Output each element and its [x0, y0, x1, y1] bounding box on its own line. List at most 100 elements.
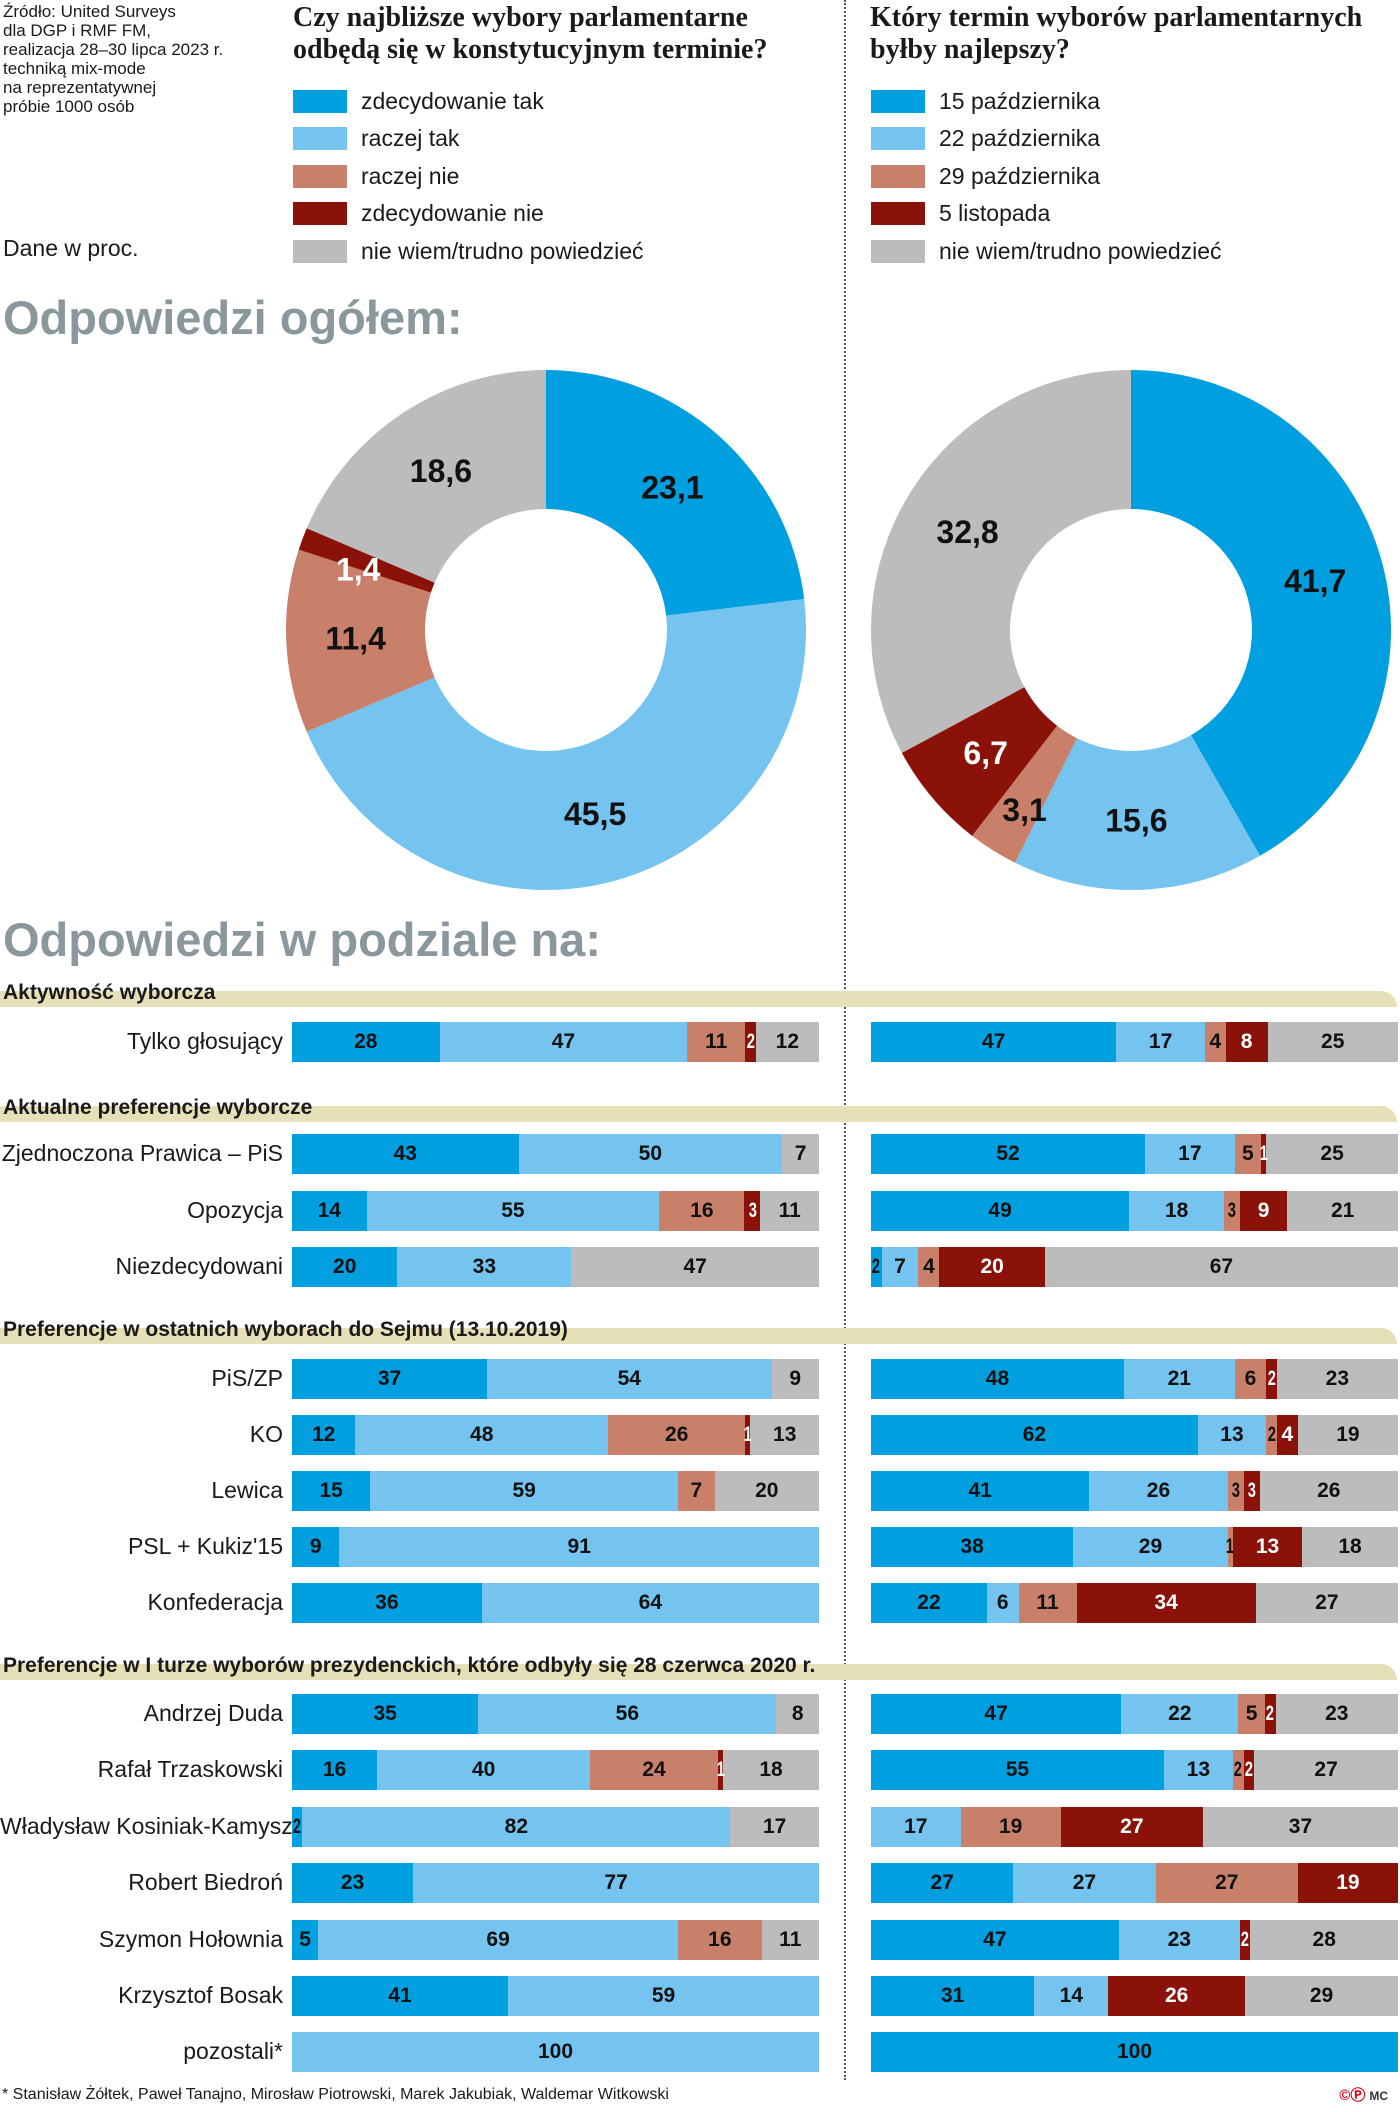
- section-band: [0, 1106, 1397, 1122]
- bar-segment: 43: [292, 1134, 519, 1174]
- bar-segment-label: 31: [941, 1984, 965, 2007]
- bar-segment: 33: [397, 1247, 572, 1287]
- bar-segment-label: 18: [759, 1758, 783, 1781]
- bar-segment: 48: [355, 1415, 609, 1455]
- bar-segment: 6: [1234, 1359, 1267, 1399]
- bar-segment-label: 59: [651, 1984, 676, 2007]
- bar-segment-label: 25: [1321, 1030, 1345, 1053]
- bar-segment-label: 38: [960, 1535, 984, 1558]
- bar-segment: 4: [918, 1247, 940, 1287]
- legend-item: 29 października: [871, 161, 1100, 191]
- row-label: Lewica: [211, 1477, 283, 1503]
- bar-segment-label: 16: [322, 1758, 347, 1781]
- bar-segment-label: 13: [1186, 1758, 1211, 1781]
- bar-segment-label: 55: [501, 1199, 525, 1222]
- bar-segment-label: 27: [1314, 1758, 1338, 1781]
- bar-segment-label: 54: [617, 1367, 641, 1390]
- bar-segment: 77: [413, 1863, 819, 1903]
- bar-segment: 67: [1044, 1247, 1398, 1287]
- bar-segment-label: 29: [1309, 1984, 1334, 2007]
- bar-segment-label: 17: [762, 1815, 787, 1838]
- bar-segment: 3: [744, 1191, 761, 1231]
- legend-swatch: [871, 89, 925, 113]
- legend-swatch: [871, 202, 925, 226]
- bar-segment-label: 13: [773, 1423, 797, 1446]
- bar-segment: 14: [1034, 1976, 1109, 2016]
- bar-segment: 3: [1224, 1191, 1240, 1231]
- donut-slice-label: 45,5: [564, 796, 626, 832]
- stacked-bar-left: 14 55 16 3 11: [292, 1191, 819, 1231]
- row-label: Zjednoczona Prawica – PiS: [1, 1140, 283, 1166]
- row-label: Szymon Hołownia: [98, 1926, 283, 1952]
- donut-slice-label: 18,6: [410, 453, 472, 489]
- bar-segment-label: 9: [789, 1367, 802, 1390]
- bar-segment: 3: [1243, 1471, 1260, 1511]
- bar-segment-label: 4: [923, 1255, 935, 1278]
- bar-segment: 41: [871, 1471, 1090, 1511]
- stacked-bar-left: 41 59: [292, 1976, 819, 2016]
- legend-label: raczej nie: [361, 162, 460, 189]
- stacked-bar-left: 20 33 47: [292, 1247, 819, 1287]
- donut-slice: [298, 528, 435, 593]
- footnote: * Stanisław Żółtek, Paweł Tanajno, Miros…: [2, 2086, 669, 2103]
- donut-slice: [972, 725, 1078, 863]
- bar-segment-label: 21: [1167, 1367, 1191, 1390]
- row-label: Rafał Trzaskowski: [97, 1756, 283, 1782]
- bar-segment-label: 91: [567, 1535, 591, 1558]
- bar-segment: 2: [871, 1247, 882, 1287]
- bar-segment-label: 23: [1167, 1928, 1191, 1951]
- row-label: Andrzej Duda: [143, 1700, 283, 1726]
- bar-segment: 35: [292, 1694, 479, 1734]
- bar-segment-label: 2: [1234, 1758, 1243, 1781]
- bar-segment-label: 59: [512, 1479, 536, 1502]
- bar-segment: 25: [1266, 1134, 1398, 1174]
- bar-segment: 27: [1155, 1863, 1298, 1903]
- bar-segment-label: 19: [998, 1815, 1023, 1838]
- bar-segment-label: 17: [904, 1815, 928, 1838]
- bar-segment: 1: [1226, 1527, 1234, 1567]
- bar-segment: 20: [292, 1247, 398, 1287]
- bar-segment: 54: [486, 1359, 772, 1399]
- bar-segment: 28: [292, 1022, 440, 1062]
- stacked-bar-right: 41 26 3 3 26: [871, 1471, 1398, 1511]
- row-label: Władysław Kosiniak-Kamysz: [0, 1813, 293, 1839]
- bar-segment-label: 2: [1241, 1928, 1250, 1951]
- question-2-title: Który termin wyborów parlamentarnych był…: [870, 2, 1363, 65]
- bar-segment-label: 3: [1247, 1479, 1256, 1502]
- bar-segment: 13: [1163, 1750, 1233, 1790]
- bar-segment-label: 6: [1244, 1367, 1257, 1390]
- bar-segment: 49: [871, 1191, 1130, 1231]
- bar-segment: 62: [871, 1415, 1198, 1455]
- bar-segment-label: 56: [615, 1702, 640, 1725]
- bar-segment-label: 47: [683, 1255, 707, 1278]
- bar-segment: 4: [1276, 1415, 1298, 1455]
- bar-segment: 37: [1202, 1807, 1398, 1847]
- bar-segment-label: 64: [638, 1591, 663, 1614]
- bar-segment-label: 19: [1336, 1871, 1360, 1894]
- bar-segment: 19: [1297, 1863, 1398, 1903]
- bar-segment-label: 48: [470, 1423, 494, 1446]
- bar-segment-label: 36: [375, 1591, 399, 1614]
- row-label: Robert Biedroń: [128, 1869, 283, 1895]
- legend-item: zdecydowanie nie: [293, 199, 544, 229]
- donut-slice: [1131, 370, 1391, 856]
- bar-segment-label: 40: [471, 1758, 496, 1781]
- unit-note: Dane w proc.: [3, 235, 139, 261]
- row-label: KO: [249, 1421, 283, 1447]
- bar-segment: 6: [986, 1583, 1019, 1623]
- bar-segment: 11: [687, 1022, 746, 1062]
- publisher-logo: ©Ⓟ MC: [1339, 2087, 1388, 2104]
- bar-segment: 47: [871, 1694, 1122, 1734]
- bar-segment: 28: [1250, 1920, 1398, 1960]
- bar-segment: 16: [659, 1191, 745, 1231]
- bar-segment: 12: [292, 1415, 356, 1455]
- legend-question-1: zdecydowanie tak raczej tak raczej nie zdec…: [293, 86, 793, 266]
- bar-segment-label: 27: [930, 1871, 954, 1894]
- bar-segment: 47: [871, 1022, 1117, 1062]
- stacked-bar-right: 62 13 2 4 19: [871, 1415, 1398, 1455]
- bar-segment: 11: [1018, 1583, 1077, 1623]
- bar-segment: 20: [714, 1471, 819, 1511]
- bar-segment: 27: [1013, 1863, 1156, 1903]
- bar-segment: 2: [1264, 1694, 1276, 1734]
- bar-segment-label: 100: [1116, 2040, 1153, 2063]
